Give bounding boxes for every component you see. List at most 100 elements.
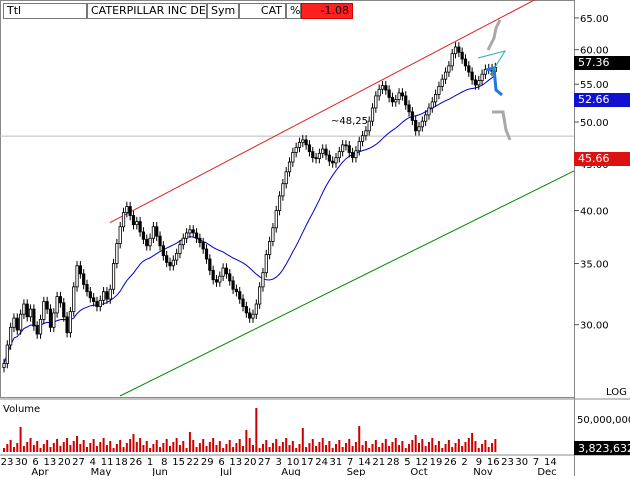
candle-body: [125, 206, 129, 213]
y-tick-label: 55.00: [580, 80, 609, 91]
volume-bar: [16, 443, 19, 452]
symbol-field[interactable]: CAT: [239, 3, 286, 19]
volume-bar: [298, 444, 301, 452]
candle-body: [470, 71, 474, 81]
volume-bar: [86, 447, 88, 452]
candle-body: [244, 306, 248, 314]
volume-bar: [208, 442, 211, 452]
volume-bar: [182, 441, 185, 452]
candles-group: [2, 42, 497, 373]
candle-body: [88, 291, 92, 299]
date-tick-label: 14: [358, 457, 371, 468]
candle-body: [151, 226, 155, 239]
volume-bar: [3, 448, 5, 452]
candle-body: [201, 242, 205, 250]
log-scale-label: LOG: [606, 387, 627, 398]
candle-body: [105, 291, 109, 300]
candle-body: [440, 78, 444, 87]
volume-bar: [92, 439, 95, 452]
candle-body: [321, 148, 325, 154]
date-tick-label: 15: [172, 457, 185, 468]
candle-body: [457, 46, 461, 53]
date-tick-label: 29: [201, 457, 214, 468]
candle-body: [55, 296, 59, 314]
volume-bar: [318, 442, 321, 452]
date-tick-label: 10: [287, 457, 300, 468]
triangle-pattern: [477, 50, 507, 76]
candle-body: [377, 88, 381, 97]
volume-bar: [477, 448, 480, 452]
channel-upper-line: [109, 0, 536, 224]
volume-bar: [82, 440, 85, 452]
candle-body: [115, 243, 119, 264]
volume-bar: [95, 446, 98, 452]
candle-body: [48, 308, 53, 328]
candle-body: [22, 303, 26, 315]
candle-body: [248, 312, 252, 319]
month-label: Aug: [281, 467, 301, 476]
volume-bar: [291, 441, 294, 452]
candle-body: [427, 107, 431, 116]
volume-bar: [261, 444, 264, 452]
candle-body: [58, 296, 63, 304]
volume-bar: [424, 446, 427, 452]
candle-body: [354, 150, 358, 159]
volume-bar: [122, 447, 125, 452]
projection-mid-arrow: [485, 66, 503, 97]
candle-body: [65, 316, 69, 334]
candle-body: [324, 148, 328, 156]
volume-bar: [325, 445, 328, 452]
volume-bar: [245, 430, 248, 452]
volume-bar: [192, 440, 195, 452]
volume-bar: [487, 447, 490, 452]
candle-body: [241, 298, 245, 307]
volume-bar: [115, 444, 118, 452]
date-tick-label: 23: [1, 457, 14, 468]
candle-body: [447, 65, 451, 73]
volume-bar: [212, 438, 215, 452]
candle-body: [463, 58, 468, 67]
candle-body: [148, 237, 152, 247]
candle-body: [175, 253, 179, 261]
candle-body: [414, 120, 418, 132]
candle-body: [135, 221, 139, 226]
candle-body: [337, 151, 341, 159]
volume-bar: [308, 443, 311, 452]
company-name-field[interactable]: CATERPILLAR INC DEL: [87, 3, 207, 19]
volume-bar: [99, 442, 102, 452]
candle-body: [45, 301, 49, 310]
candle-body: [344, 144, 348, 147]
date-tick-label: 11: [101, 457, 114, 468]
y-tick-label: 40.00: [580, 207, 609, 218]
volume-last-label: 3,823,632: [578, 442, 630, 455]
volume-bar: [271, 443, 274, 452]
candle-body: [75, 265, 79, 288]
date-tick-label: 16: [487, 457, 500, 468]
candle-body: [261, 272, 265, 288]
volume-bar: [142, 445, 145, 452]
candle-body: [287, 161, 292, 173]
volume-bar: [471, 433, 474, 452]
candle-body: [128, 206, 132, 216]
last-price-label: 57.36: [574, 56, 630, 70]
candle-body: [9, 326, 13, 346]
volume-bar: [62, 442, 65, 452]
candle-body: [443, 71, 448, 80]
date-tick-label: 17: [301, 457, 314, 468]
candle-body: [360, 135, 365, 142]
candle-body: [62, 302, 66, 318]
volume-bar: [384, 439, 387, 452]
date-tick-label: 31: [330, 457, 343, 468]
candle-body: [68, 311, 72, 334]
volume-bar: [36, 441, 39, 452]
date-tick-label: 26: [129, 457, 142, 468]
date-tick-label: 4: [90, 457, 96, 468]
candle-body: [350, 152, 355, 159]
volume-bar: [145, 441, 148, 452]
candle-body: [171, 259, 175, 267]
volume-bar: [437, 441, 440, 452]
volume-bar: [172, 442, 175, 452]
volume-bar: [374, 440, 377, 452]
volume-bar: [408, 444, 411, 452]
